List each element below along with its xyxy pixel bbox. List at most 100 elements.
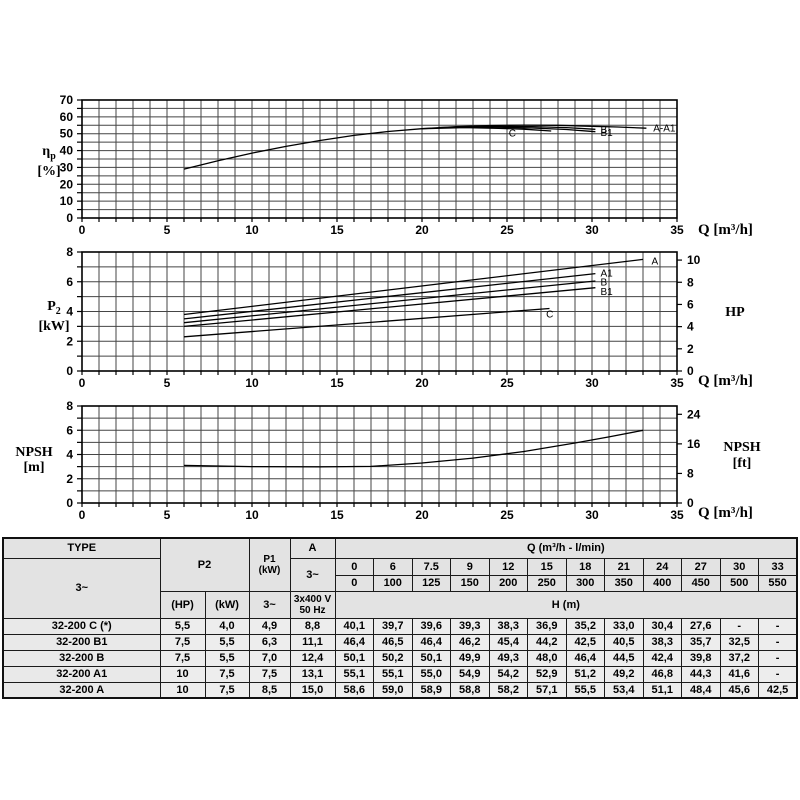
q-lmin-value: 100 bbox=[373, 574, 413, 592]
y-tick-label: 4 bbox=[66, 305, 73, 319]
p1-header-line: (kW) bbox=[258, 564, 281, 576]
q-lmin-value: 200 bbox=[488, 574, 528, 592]
head-value-cell: 49,3 bbox=[488, 649, 528, 667]
table-row: 32-200 C (*) 5,5 4,0 4,9 8,8 40,1 39,7 39,6 39,3… bbox=[2, 617, 798, 635]
a-header: A bbox=[289, 537, 336, 559]
p2-kw-cell: 5,5 bbox=[204, 649, 250, 667]
y-tick-label: 10 bbox=[60, 194, 74, 208]
p2-hp-cell: 7,5 bbox=[159, 633, 206, 651]
y-tick-label: 2 bbox=[66, 334, 73, 348]
head-value-cell: 45,4 bbox=[488, 633, 528, 651]
head-value-cell: 41,6 bbox=[719, 665, 759, 683]
hp-unit-header: (HP) bbox=[159, 590, 206, 619]
q-lmin-value: 150 bbox=[450, 574, 490, 592]
head-value-cell: 55,5 bbox=[565, 681, 605, 699]
npsh-symbol: NPSH bbox=[15, 445, 53, 460]
q-lmin-value: 400 bbox=[642, 574, 682, 592]
head-value-cell: 32,5 bbox=[719, 633, 759, 651]
x-tick-label: 25 bbox=[500, 223, 514, 237]
curve-A-A1 bbox=[183, 124, 647, 170]
curve-C bbox=[421, 126, 552, 132]
p2-kw-cell: 4,0 bbox=[204, 617, 250, 635]
npsh-ft-label: NPSH bbox=[723, 440, 761, 455]
curve-B bbox=[183, 280, 596, 324]
curve-B1 bbox=[183, 287, 596, 328]
q-m3h-value: 24 bbox=[642, 557, 682, 576]
table-row: 32-200 A1 10 7,5 7,5 13,1 55,1 55,1 55,0 54,9 54,… bbox=[2, 665, 798, 683]
x-tick-label: 10 bbox=[245, 376, 259, 390]
p2-hp-cell: 10 bbox=[159, 665, 206, 683]
head-value-cell: 58,6 bbox=[334, 681, 374, 699]
x-tick-label: 20 bbox=[415, 508, 429, 522]
voltage-header: 3x400 V 50 Hz bbox=[289, 590, 336, 619]
x-tick-label: 10 bbox=[245, 223, 259, 237]
q-m3h-value: 0 bbox=[334, 557, 374, 576]
q-lmin-value: 125 bbox=[411, 574, 451, 592]
head-value-cell: 42,5 bbox=[758, 681, 798, 699]
pump-type-cell: 32-200 B bbox=[2, 649, 161, 667]
pump-type-cell: 32-200 B1 bbox=[2, 633, 161, 651]
x-tick-label: 25 bbox=[500, 508, 514, 522]
x-tick-label: 15 bbox=[330, 508, 344, 522]
head-value-cell: 39,8 bbox=[681, 649, 721, 667]
x-tick-label: 10 bbox=[245, 508, 259, 522]
head-value-cell: 50,2 bbox=[373, 649, 413, 667]
head-value-cell: - bbox=[758, 665, 798, 683]
current-cell: 8,8 bbox=[289, 617, 336, 635]
npsh-ft-axis-title: NPSH [ft] bbox=[712, 440, 772, 472]
head-value-cell: 44,2 bbox=[527, 633, 567, 651]
eta-subscript: p bbox=[50, 150, 56, 162]
head-value-cell: 51,1 bbox=[642, 681, 682, 699]
curve-A1 bbox=[183, 272, 596, 320]
eta-unit: [%] bbox=[37, 163, 61, 179]
right-tick-label: 4 bbox=[687, 320, 694, 334]
x-tick-label: 5 bbox=[164, 223, 171, 237]
pump-spec-table: TYPE P2 P1 (kW) A Q (m³/h - l/min) 3~ 3~ 0 6 7.5 9 1… bbox=[2, 537, 799, 699]
q-lmin-value: 250 bbox=[527, 574, 567, 592]
head-value-cell: 46,4 bbox=[334, 633, 374, 651]
voltage-header-line: 50 Hz bbox=[299, 604, 326, 616]
p1-cell: 8,5 bbox=[248, 681, 291, 699]
pump-type-cell: 32-200 A bbox=[2, 681, 161, 699]
head-value-cell: 50,1 bbox=[411, 649, 451, 667]
head-value-cell: 35,2 bbox=[565, 617, 605, 635]
curve-label-A: A bbox=[652, 257, 659, 268]
p1-cell: 7,5 bbox=[248, 665, 291, 683]
head-value-cell: 33,0 bbox=[604, 617, 644, 635]
head-value-cell: 59,0 bbox=[373, 681, 413, 699]
p1-phase-header: 3~ bbox=[248, 590, 291, 619]
q-lmin-value: 500 bbox=[719, 574, 759, 592]
x-tick-label: 35 bbox=[670, 223, 684, 237]
q-m3h-value: 9 bbox=[450, 557, 490, 576]
curve-label-C: C bbox=[509, 129, 516, 140]
head-value-cell: - bbox=[758, 649, 798, 667]
curve-C bbox=[183, 307, 550, 338]
head-value-cell: 35,7 bbox=[681, 633, 721, 651]
x-tick-label: 20 bbox=[415, 376, 429, 390]
current-cell: 12,4 bbox=[289, 649, 336, 667]
x-tick-label: 5 bbox=[164, 508, 171, 522]
x-tick-label: 0 bbox=[79, 223, 86, 237]
q-axis-label-efficiency: Q [m³/h] bbox=[698, 222, 753, 238]
head-value-cell: 58,2 bbox=[488, 681, 528, 699]
head-value-cell: 45,6 bbox=[719, 681, 759, 699]
head-value-cell: 39,3 bbox=[450, 617, 490, 635]
y-tick-label: 30 bbox=[60, 160, 74, 174]
head-value-cell: 50,1 bbox=[334, 649, 374, 667]
right-tick-label: 8 bbox=[687, 466, 694, 480]
curve-label-B1: B1 bbox=[601, 287, 614, 298]
q-m3h-value: 6 bbox=[373, 557, 413, 576]
head-value-cell: 46,2 bbox=[450, 633, 490, 651]
head-value-cell: 48,4 bbox=[681, 681, 721, 699]
p2-hp-cell: 5,5 bbox=[159, 617, 206, 635]
q-lmin-value: 350 bbox=[604, 574, 644, 592]
hp-axis-title: HP bbox=[710, 305, 760, 320]
p1-cell: 7,0 bbox=[248, 649, 291, 667]
head-value-cell: 55,1 bbox=[373, 665, 413, 683]
x-tick-label: 30 bbox=[585, 508, 599, 522]
kw-unit-header: (kW) bbox=[204, 590, 250, 619]
pump-type-cell: 32-200 C (*) bbox=[2, 617, 161, 635]
x-tick-label: 30 bbox=[585, 223, 599, 237]
